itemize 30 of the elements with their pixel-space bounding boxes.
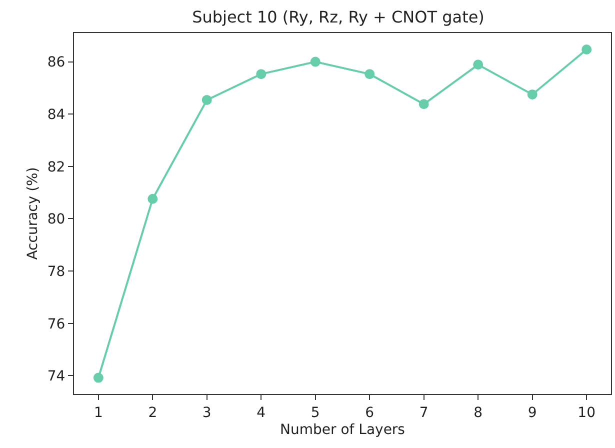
chart-title: Subject 10 (Ry, Rz, Ry + CNOT gate) — [192, 7, 484, 26]
y-tick-label: 84 — [47, 106, 66, 123]
y-tick-label: 78 — [47, 264, 66, 280]
point — [364, 69, 375, 80]
point — [473, 60, 484, 70]
point — [582, 44, 592, 54]
x-tick-label: 2 — [148, 404, 158, 421]
x-tick-label: 5 — [310, 404, 320, 421]
point — [256, 69, 266, 80]
y-axis-title: Accuracy (%) — [24, 167, 41, 260]
x-tick-label: 1 — [94, 404, 103, 421]
x-axis-title: Number of Layers — [280, 422, 405, 438]
point — [93, 372, 104, 383]
y-tick-label: 82 — [47, 159, 66, 176]
y-tick-label: 74 — [47, 368, 66, 385]
x-tick-label: 9 — [528, 404, 537, 421]
point — [418, 99, 429, 110]
y-tick-label: 86 — [47, 54, 66, 71]
x-tick-label: 10 — [578, 404, 596, 421]
x-tick-label: 3 — [202, 404, 212, 421]
point — [202, 94, 212, 105]
x-tick-label: 6 — [365, 404, 374, 421]
point — [527, 89, 538, 100]
x-tick-label: 4 — [256, 404, 266, 421]
x-tick-label: 8 — [474, 404, 483, 421]
y-tick-label: 76 — [47, 316, 66, 332]
point — [148, 194, 158, 204]
y-tick-label: 80 — [47, 212, 66, 228]
point — [310, 56, 320, 67]
x-tick-label: 7 — [419, 404, 428, 421]
